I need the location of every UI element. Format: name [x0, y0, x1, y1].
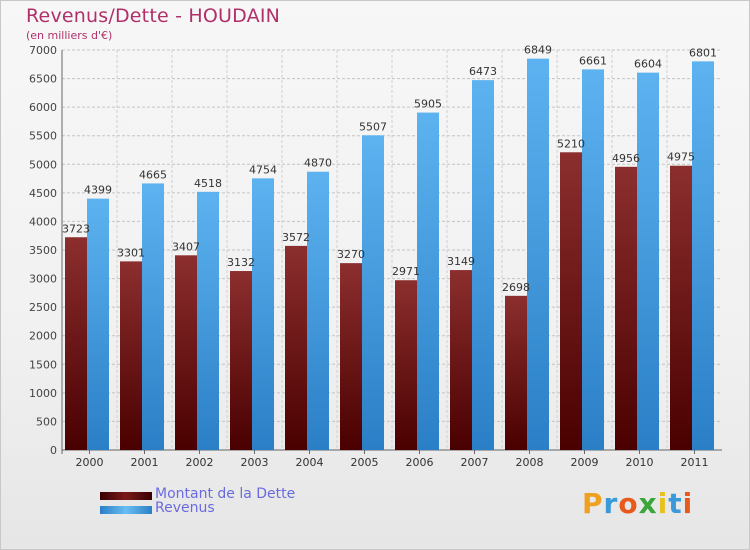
data-label-revenus: 5905 [414, 98, 442, 111]
logo-letter: t [668, 487, 683, 520]
data-label-dette: 3132 [227, 256, 255, 269]
data-label-revenus: 6604 [634, 58, 662, 71]
bar-revenus [637, 72, 659, 450]
logo-letter: i [682, 487, 694, 520]
bar-dette [175, 255, 197, 450]
bar-dette [670, 165, 692, 450]
axes: 0 500 1000 1500 2000 2500 3000 3500 4000 4500 5000… [29, 44, 722, 469]
bar-revenus [307, 171, 329, 450]
y-tick-label: 3500 [29, 244, 57, 257]
bar-revenus [582, 69, 604, 450]
bar-revenus [417, 112, 439, 451]
y-tick-label: 7000 [29, 44, 57, 57]
bar-dette [65, 237, 87, 450]
y-tick-label: 5000 [29, 158, 57, 171]
bar-revenus [692, 61, 714, 450]
y-tick-label: 500 [36, 415, 57, 428]
y-tick-label: 6000 [29, 101, 57, 114]
data-label-dette: 3723 [62, 222, 90, 235]
bar-revenus [472, 80, 494, 450]
y-tick-label: 2500 [29, 301, 57, 314]
data-label-dette: 4975 [667, 151, 695, 164]
legend-swatch-dette [100, 492, 152, 500]
data-label-dette: 5210 [557, 137, 585, 150]
bar-revenus [252, 178, 274, 451]
bar-revenus [197, 191, 219, 451]
bars [65, 58, 714, 451]
bar-revenus [87, 198, 109, 450]
logo-letter: P [582, 487, 604, 520]
data-label-dette: 2971 [392, 265, 420, 278]
data-label-revenus: 4665 [139, 168, 167, 181]
logo-letter: r [603, 487, 619, 520]
bar-dette [340, 263, 362, 450]
data-label-revenus: 6849 [524, 44, 552, 57]
data-label-revenus: 4518 [194, 177, 222, 190]
x-tick-label: 2011 [681, 456, 709, 469]
data-label-dette: 4956 [612, 152, 640, 165]
bar-dette [395, 280, 417, 450]
x-tick-label: 2006 [406, 456, 434, 469]
x-tick-label: 2008 [516, 456, 544, 469]
data-label-revenus: 6661 [579, 54, 607, 67]
legend-label-revenus: Revenus [155, 500, 215, 516]
chart-subtitle: (en milliers d'€) [26, 29, 113, 42]
y-tick-label: 2000 [29, 330, 57, 343]
data-label-dette: 2698 [502, 281, 530, 294]
data-label-revenus: 4754 [249, 163, 277, 176]
y-tick-label: 6500 [29, 73, 57, 86]
data-label-dette: 3572 [282, 231, 310, 244]
x-tick-label: 2002 [186, 456, 214, 469]
logo-letter: i [657, 487, 669, 520]
bar-dette [560, 152, 582, 451]
bar-revenus [142, 183, 164, 450]
y-tick-label: 0 [50, 444, 57, 457]
data-label-dette: 3407 [172, 240, 200, 253]
y-tick-label: 1500 [29, 358, 57, 371]
data-label-dette: 3149 [447, 255, 475, 268]
proxiti-logo: Proxiti [582, 487, 693, 520]
bar-dette [615, 166, 637, 451]
data-label-revenus: 4870 [304, 157, 332, 170]
data-labels: 3723 4399 3301 4665 3407 4518 3132 4754 3572 4870… [62, 44, 717, 294]
data-label-revenus: 6801 [689, 46, 717, 59]
x-tick-label: 2005 [351, 456, 379, 469]
x-tick-label: 2003 [241, 456, 269, 469]
x-tick-label: 2010 [626, 456, 654, 469]
logo-letter: x [638, 487, 658, 520]
logo-letter: o [618, 487, 639, 520]
bar-revenus [527, 58, 549, 450]
bar-dette [230, 271, 252, 450]
x-tick-label: 2000 [76, 456, 104, 469]
y-tick-label: 4500 [29, 187, 57, 200]
data-label-revenus: 6473 [469, 65, 497, 78]
x-tick-label: 2001 [131, 456, 159, 469]
y-tick-label: 4000 [29, 215, 57, 228]
gridlines [62, 49, 722, 451]
bar-dette [505, 295, 527, 450]
y-tick-label: 5500 [29, 130, 57, 143]
chart-title: Revenus/Dette - HOUDAIN [26, 5, 281, 27]
x-tick-label: 2004 [296, 456, 324, 469]
data-label-revenus: 4399 [84, 184, 112, 197]
bar-dette [450, 270, 472, 450]
legend-label-dette: Montant de la Dette [155, 486, 296, 502]
y-tick-label: 1000 [29, 387, 57, 400]
data-label-dette: 3270 [337, 248, 365, 261]
bar-dette [285, 245, 307, 450]
data-label-dette: 3301 [117, 246, 145, 259]
data-label-revenus: 5507 [359, 120, 387, 133]
bar-dette [120, 261, 142, 450]
bar-revenus [362, 135, 384, 451]
legend-swatch-revenus [100, 506, 152, 514]
y-tick-label: 3000 [29, 273, 57, 286]
x-tick-label: 2007 [461, 456, 489, 469]
x-tick-label: 2009 [571, 456, 599, 469]
